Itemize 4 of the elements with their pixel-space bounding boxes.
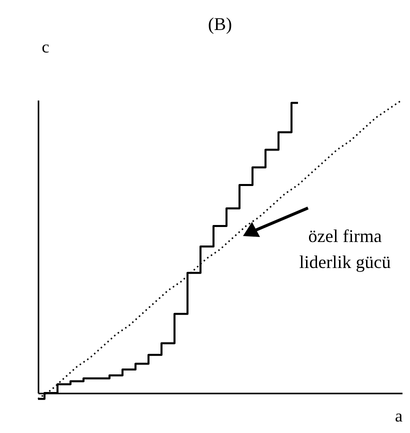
annotation: özel firma liderlik gücü [299,226,391,272]
y-axis-title: c [42,38,50,56]
x-axis-title: a [394,406,403,426]
chart-title: (B) [208,14,232,34]
